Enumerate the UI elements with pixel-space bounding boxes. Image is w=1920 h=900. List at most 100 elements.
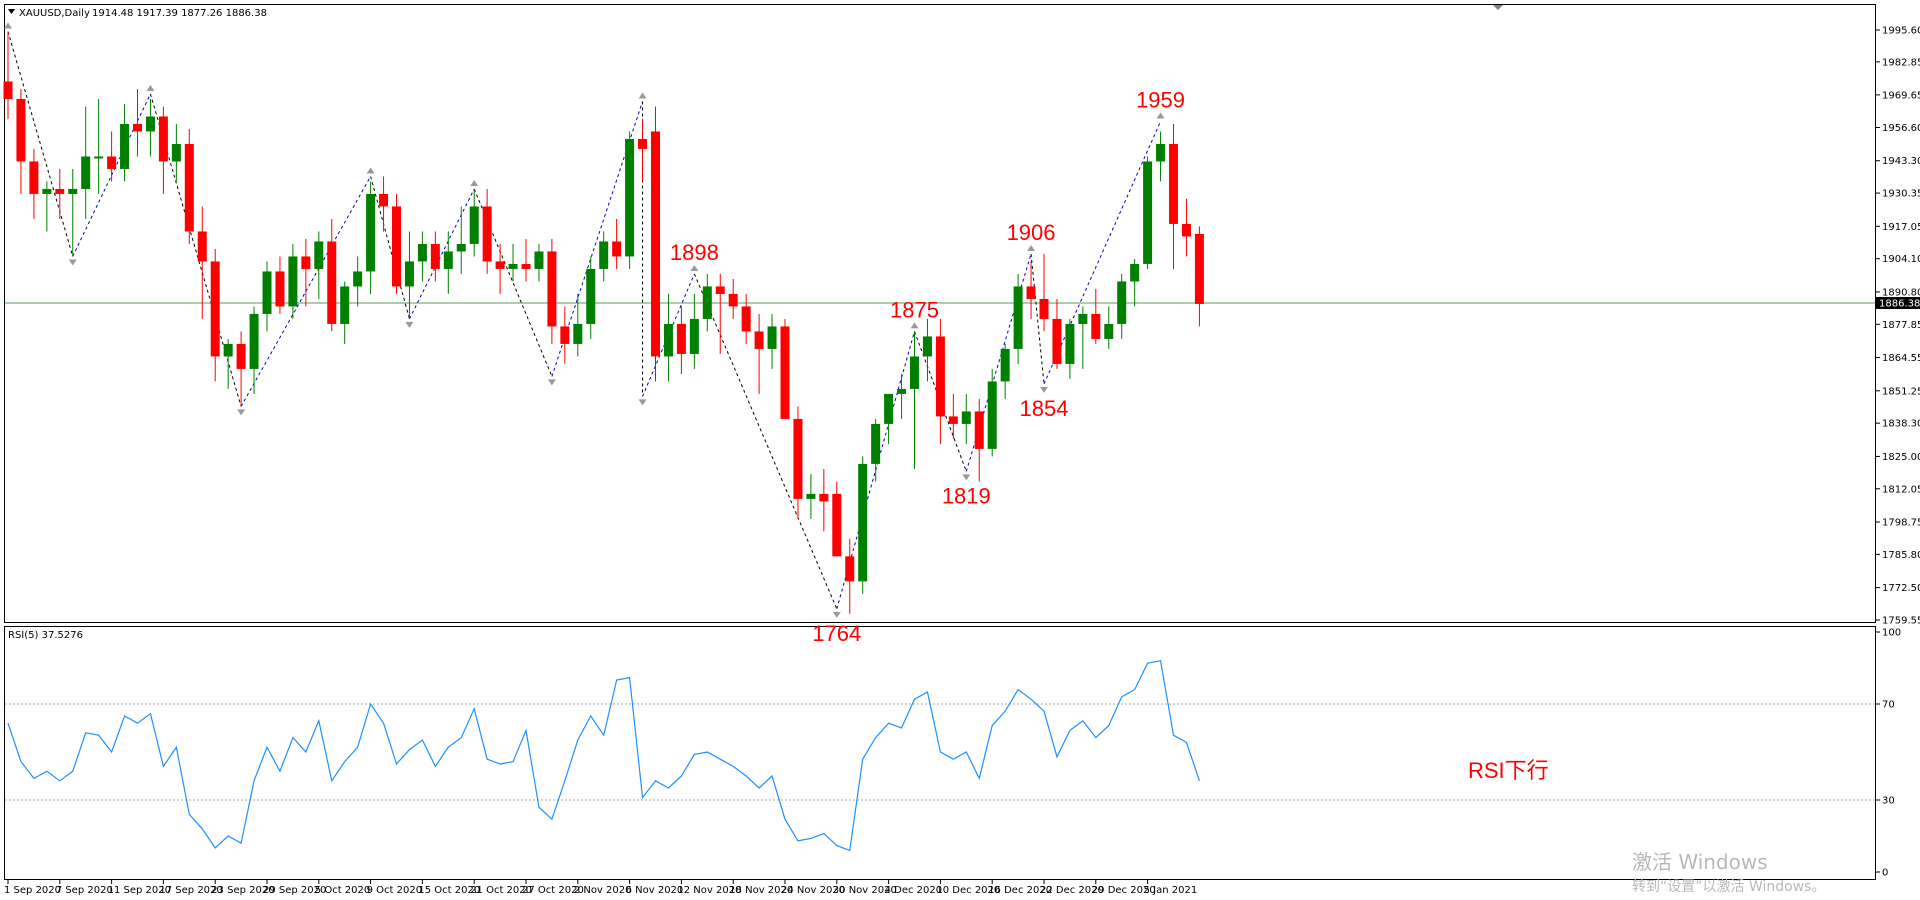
price-annotations: 1898 1764 1875 1819 1906 1854 1959 <box>670 87 1185 645</box>
candle-body <box>482 206 492 262</box>
candle-body <box>262 271 272 314</box>
time-tick-label: 23 Sep 2020 <box>211 885 274 896</box>
candle <box>651 106 660 382</box>
candle <box>780 318 790 419</box>
candle <box>1104 306 1114 349</box>
candle <box>158 106 168 194</box>
candle <box>42 181 52 232</box>
price-tick-label: 1812.05 <box>1882 484 1920 495</box>
candle <box>715 273 725 354</box>
candle <box>1052 298 1062 369</box>
candle-body <box>1091 313 1101 339</box>
fractal-arrow-icon <box>470 179 479 186</box>
candle-body <box>663 323 673 357</box>
price-tick-label: 1785.80 <box>1882 550 1920 561</box>
rsi-tick-label: 30 <box>1882 796 1895 807</box>
price-tick-label: 1943.30 <box>1882 156 1920 167</box>
candle <box>94 98 104 194</box>
candle-body <box>974 411 984 449</box>
time-tick-label: 21 Oct 2020 <box>470 885 532 896</box>
candle-body <box>728 293 738 307</box>
rsi-pane-frame <box>4 626 1876 880</box>
time-tick-label: 22 Dec 2020 <box>1040 885 1104 896</box>
time-tick-label: 5 Oct 2020 <box>315 885 370 896</box>
candle <box>353 256 363 307</box>
candle-body <box>158 116 168 162</box>
candle-body <box>832 493 842 557</box>
fractal-arrow-icon <box>638 399 647 406</box>
candle-body <box>430 243 440 269</box>
candle <box>508 243 518 282</box>
candle <box>599 231 609 282</box>
candle <box>68 168 78 257</box>
candle <box>910 331 919 469</box>
rsi-tick-label: 70 <box>1882 700 1895 711</box>
time-tick-label: 12 Nov 2020 <box>677 885 741 896</box>
activation-watermark-subtitle: 转到“设置”以激活 Windows。 <box>1632 878 1825 895</box>
candle <box>819 468 829 532</box>
candle <box>586 256 596 339</box>
candle-body <box>586 268 596 324</box>
candle-body <box>625 138 635 257</box>
activation-watermark-title: 激活 Windows <box>1632 850 1768 874</box>
price-tick-label: 1969.65 <box>1882 90 1920 101</box>
price-annotation: 1898 <box>670 240 719 265</box>
price-tick-label: 1890.80 <box>1882 287 1920 298</box>
candle <box>793 406 803 519</box>
zigzag-segment <box>1030 253 1045 384</box>
fractal-arrow-icon <box>68 259 77 266</box>
time-tick-label: 29 Dec 2020 <box>1092 885 1156 896</box>
candle-body <box>1013 286 1023 349</box>
candle <box>249 306 259 394</box>
time-tick-label: 11 Sep 2020 <box>108 885 171 896</box>
candle <box>767 313 777 369</box>
fractal-arrow-icon <box>1027 244 1036 251</box>
time-tick-label: 18 Nov 2020 <box>729 885 793 896</box>
candle-body <box>107 156 117 169</box>
candle-body <box>676 323 686 354</box>
candle-body <box>922 336 932 357</box>
candle <box>482 188 492 274</box>
candle <box>107 131 117 182</box>
candle-body <box>651 131 660 357</box>
fractal-arrows <box>4 22 1165 618</box>
candle <box>625 131 635 269</box>
candle-body <box>910 356 919 389</box>
price-annotation: 1764 <box>812 621 861 646</box>
price-tick-label: 1838.30 <box>1882 419 1920 430</box>
candle <box>417 231 427 282</box>
candle <box>404 231 414 319</box>
candle <box>184 128 194 244</box>
time-tick-label: 7 Sep 2020 <box>56 885 113 896</box>
rsi-line <box>7 660 1200 852</box>
candle-body <box>521 263 531 269</box>
candle <box>858 456 868 594</box>
candle <box>974 398 984 482</box>
zigzag-segment <box>1043 121 1162 385</box>
scroll-shift-marker-icon[interactable] <box>1493 5 1503 10</box>
current-price-badge <box>1876 296 1920 309</box>
price-tick-label: 1877.85 <box>1882 320 1920 331</box>
candle-body <box>780 326 790 419</box>
candle-body <box>288 256 298 307</box>
candle <box>1181 198 1191 257</box>
rsi-tick-label: 100 <box>1882 628 1901 639</box>
candle <box>1117 273 1127 339</box>
candle <box>897 373 907 419</box>
candle-body <box>573 323 583 344</box>
candle <box>288 243 298 319</box>
candle-body <box>1143 161 1153 264</box>
price-tick-label: 1930.35 <box>1882 189 1920 200</box>
candle-body <box>94 156 104 159</box>
candle-body <box>301 256 311 269</box>
candle-body <box>948 416 958 424</box>
candle <box>1130 258 1140 307</box>
price-tick-label: 1917.05 <box>1882 222 1920 233</box>
candle <box>456 206 466 274</box>
time-tick-label: 27 Oct 2020 <box>522 885 584 896</box>
chart-menu-arrow-icon[interactable] <box>8 9 15 14</box>
candle-body <box>897 388 907 394</box>
candle <box>236 331 246 407</box>
candle <box>314 231 324 299</box>
